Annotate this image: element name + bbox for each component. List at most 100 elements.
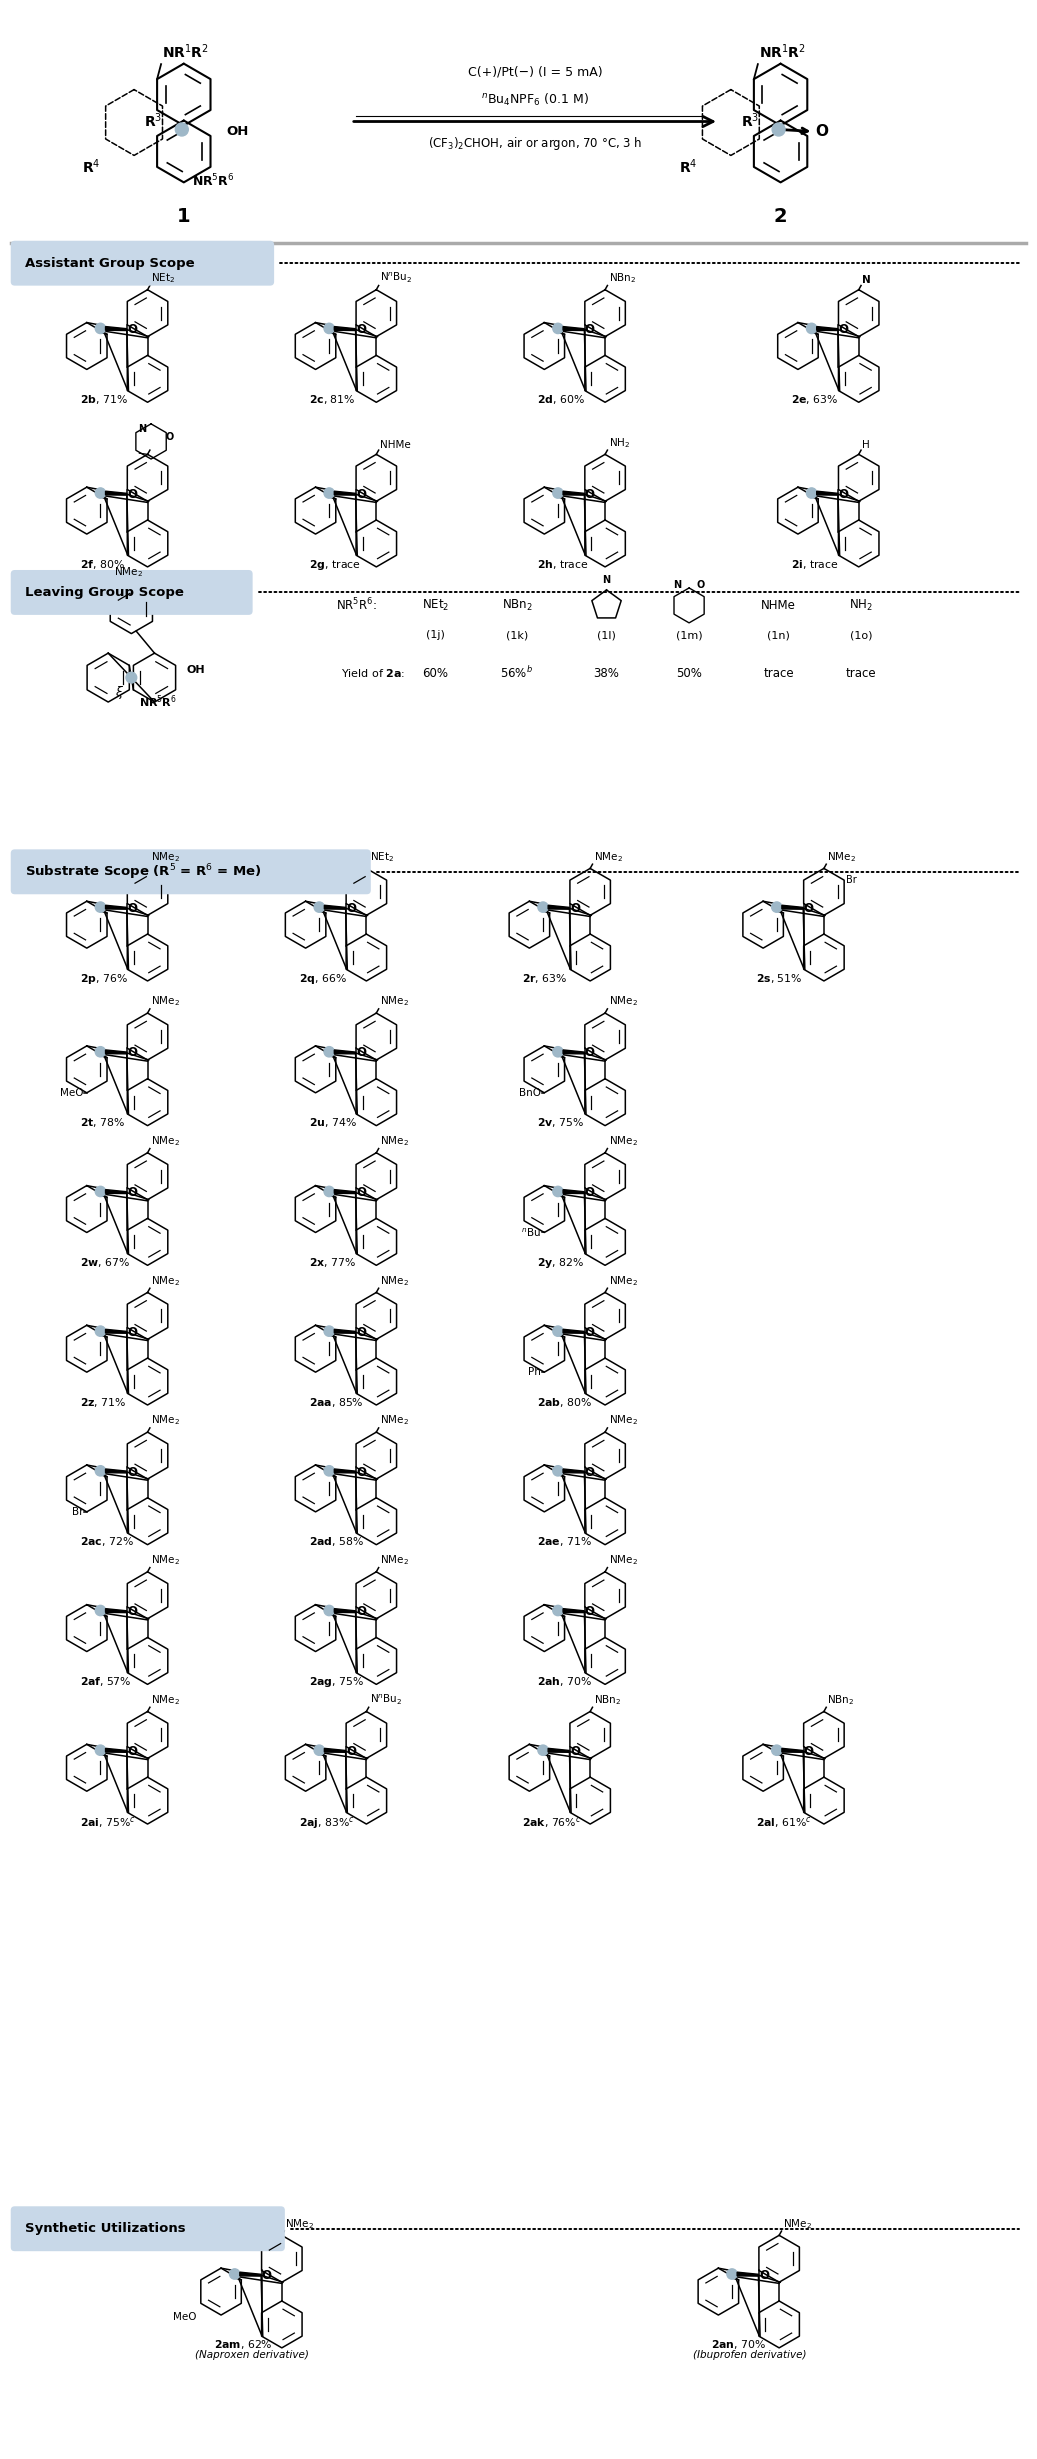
Text: NMe$_2$: NMe$_2$ bbox=[151, 851, 180, 863]
Text: OH: OH bbox=[226, 125, 249, 138]
FancyBboxPatch shape bbox=[10, 2206, 285, 2250]
Circle shape bbox=[95, 1325, 106, 1335]
Text: O: O bbox=[346, 902, 356, 915]
Text: O: O bbox=[128, 487, 137, 502]
Text: $\mathbf{2ak}$, 76%$^c$: $\mathbf{2ak}$, 76%$^c$ bbox=[523, 1815, 582, 1829]
Text: $\mathbf{2i}$, trace: $\mathbf{2i}$, trace bbox=[791, 558, 839, 570]
Text: O: O bbox=[839, 487, 848, 502]
Text: N$^n$Bu$_2$: N$^n$Bu$_2$ bbox=[380, 270, 413, 285]
FancyBboxPatch shape bbox=[10, 241, 274, 285]
Text: $\mathbf{2t}$, 78%: $\mathbf{2t}$, 78% bbox=[80, 1116, 125, 1129]
Text: NHMe: NHMe bbox=[380, 440, 411, 450]
Circle shape bbox=[807, 322, 817, 334]
Text: $\mathbf{2ac}$, 72%: $\mathbf{2ac}$, 72% bbox=[80, 1534, 134, 1549]
Text: NMe$_2$: NMe$_2$ bbox=[828, 851, 857, 863]
Text: O: O bbox=[128, 1606, 137, 1618]
Text: O: O bbox=[128, 1185, 137, 1200]
Text: R$^4$: R$^4$ bbox=[678, 157, 697, 175]
Circle shape bbox=[95, 1606, 106, 1616]
Text: N: N bbox=[602, 575, 611, 585]
Text: $\mathbf{2r}$, 63%: $\mathbf{2r}$, 63% bbox=[523, 971, 568, 984]
Polygon shape bbox=[563, 1190, 584, 1193]
Text: (1j): (1j) bbox=[426, 630, 445, 639]
Polygon shape bbox=[563, 1468, 584, 1473]
Text: trace: trace bbox=[763, 666, 794, 679]
Text: $\mathbf{2an}$, 70%: $\mathbf{2an}$, 70% bbox=[711, 2339, 766, 2351]
Circle shape bbox=[727, 2270, 737, 2279]
Text: $\mathbf{2c}$, 81%: $\mathbf{2c}$, 81% bbox=[309, 393, 355, 406]
Polygon shape bbox=[325, 905, 345, 910]
Text: NMe$_2$: NMe$_2$ bbox=[151, 1274, 180, 1289]
Circle shape bbox=[324, 322, 334, 334]
Text: $\mathbf{2q}$, 66%: $\mathbf{2q}$, 66% bbox=[299, 971, 346, 986]
Text: $\xi$: $\xi$ bbox=[115, 684, 123, 701]
Text: NR$^5$R$^6$:: NR$^5$R$^6$: bbox=[336, 598, 376, 615]
Polygon shape bbox=[549, 905, 569, 910]
Text: O: O bbox=[804, 1746, 814, 1758]
Polygon shape bbox=[563, 327, 584, 330]
Text: NMe$_2$: NMe$_2$ bbox=[151, 1414, 180, 1429]
Circle shape bbox=[772, 1746, 782, 1756]
Text: O: O bbox=[128, 902, 137, 915]
Text: 60%: 60% bbox=[422, 666, 448, 679]
Text: NH$_2$: NH$_2$ bbox=[609, 435, 629, 450]
Circle shape bbox=[553, 1325, 563, 1335]
Circle shape bbox=[324, 1185, 334, 1198]
Text: Substrate Scope (R$^5$ = R$^6$ = Me): Substrate Scope (R$^5$ = R$^6$ = Me) bbox=[25, 863, 261, 883]
Text: O: O bbox=[585, 322, 595, 337]
Polygon shape bbox=[563, 492, 584, 494]
Text: NMe$_2$: NMe$_2$ bbox=[380, 993, 409, 1008]
Text: $\mathbf{2y}$, 82%: $\mathbf{2y}$, 82% bbox=[537, 1257, 585, 1269]
Text: $\mathbf{2w}$, 67%: $\mathbf{2w}$, 67% bbox=[80, 1257, 130, 1269]
Text: NR$^1$R$^2$: NR$^1$R$^2$ bbox=[162, 42, 208, 61]
Circle shape bbox=[553, 1606, 563, 1616]
Text: $^n$Bu$_4$NPF$_6$ (0.1 M): $^n$Bu$_4$NPF$_6$ (0.1 M) bbox=[481, 91, 589, 108]
Text: NHMe: NHMe bbox=[761, 600, 796, 612]
Circle shape bbox=[553, 1466, 563, 1475]
Text: O: O bbox=[128, 322, 137, 337]
Text: $\mathbf{2ad}$, 58%: $\mathbf{2ad}$, 58% bbox=[309, 1534, 364, 1549]
Polygon shape bbox=[817, 492, 838, 494]
Text: NR$^1$R$^2$: NR$^1$R$^2$ bbox=[759, 42, 806, 61]
Text: O: O bbox=[804, 902, 814, 915]
Polygon shape bbox=[325, 1748, 345, 1753]
Text: NR$^5$R$^6$: NR$^5$R$^6$ bbox=[139, 693, 176, 711]
Text: O: O bbox=[166, 433, 174, 443]
Text: O: O bbox=[570, 1746, 580, 1758]
Text: $\mathbf{2u}$, 74%: $\mathbf{2u}$, 74% bbox=[309, 1116, 357, 1129]
Text: (1l): (1l) bbox=[597, 630, 616, 639]
Text: Synthetic Utilizations: Synthetic Utilizations bbox=[25, 2223, 186, 2235]
Circle shape bbox=[175, 123, 189, 135]
Text: $\mathbf{2am}$, 62%: $\mathbf{2am}$, 62% bbox=[214, 2339, 273, 2351]
Text: NMe$_2$: NMe$_2$ bbox=[151, 993, 180, 1008]
Text: trace: trace bbox=[846, 666, 876, 679]
Polygon shape bbox=[563, 1050, 584, 1055]
Circle shape bbox=[127, 671, 137, 684]
Text: $\mathbf{2v}$, 75%: $\mathbf{2v}$, 75% bbox=[537, 1116, 585, 1129]
Text: O: O bbox=[570, 902, 580, 915]
Circle shape bbox=[324, 1606, 334, 1616]
Text: N: N bbox=[138, 423, 146, 433]
Text: O: O bbox=[128, 1466, 137, 1478]
Text: NEt$_2$: NEt$_2$ bbox=[151, 270, 175, 285]
Text: O: O bbox=[839, 322, 848, 337]
Text: R$^3$: R$^3$ bbox=[740, 111, 759, 130]
Text: O: O bbox=[356, 1048, 366, 1060]
Text: O: O bbox=[356, 322, 366, 337]
Text: OH: OH bbox=[187, 666, 205, 676]
Text: NH$_2$: NH$_2$ bbox=[849, 598, 873, 612]
Text: NMe$_2$: NMe$_2$ bbox=[380, 1414, 409, 1429]
Polygon shape bbox=[240, 2272, 260, 2277]
Text: NMe$_2$: NMe$_2$ bbox=[783, 2218, 812, 2230]
Polygon shape bbox=[782, 1748, 803, 1753]
Text: $\mathbf{2ae}$, 71%: $\mathbf{2ae}$, 71% bbox=[537, 1534, 592, 1549]
Circle shape bbox=[324, 1466, 334, 1475]
Text: $\mathbf{2aa}$, 85%: $\mathbf{2aa}$, 85% bbox=[309, 1397, 363, 1409]
Polygon shape bbox=[106, 1330, 127, 1333]
Text: O: O bbox=[585, 1606, 595, 1618]
Text: NMe$_2$: NMe$_2$ bbox=[151, 1554, 180, 1566]
Text: NMe$_2$: NMe$_2$ bbox=[151, 1134, 180, 1148]
Text: C(+)/Pt(−) (I = 5 mA): C(+)/Pt(−) (I = 5 mA) bbox=[468, 64, 602, 79]
Text: O: O bbox=[356, 487, 366, 502]
Text: Br: Br bbox=[846, 875, 858, 885]
